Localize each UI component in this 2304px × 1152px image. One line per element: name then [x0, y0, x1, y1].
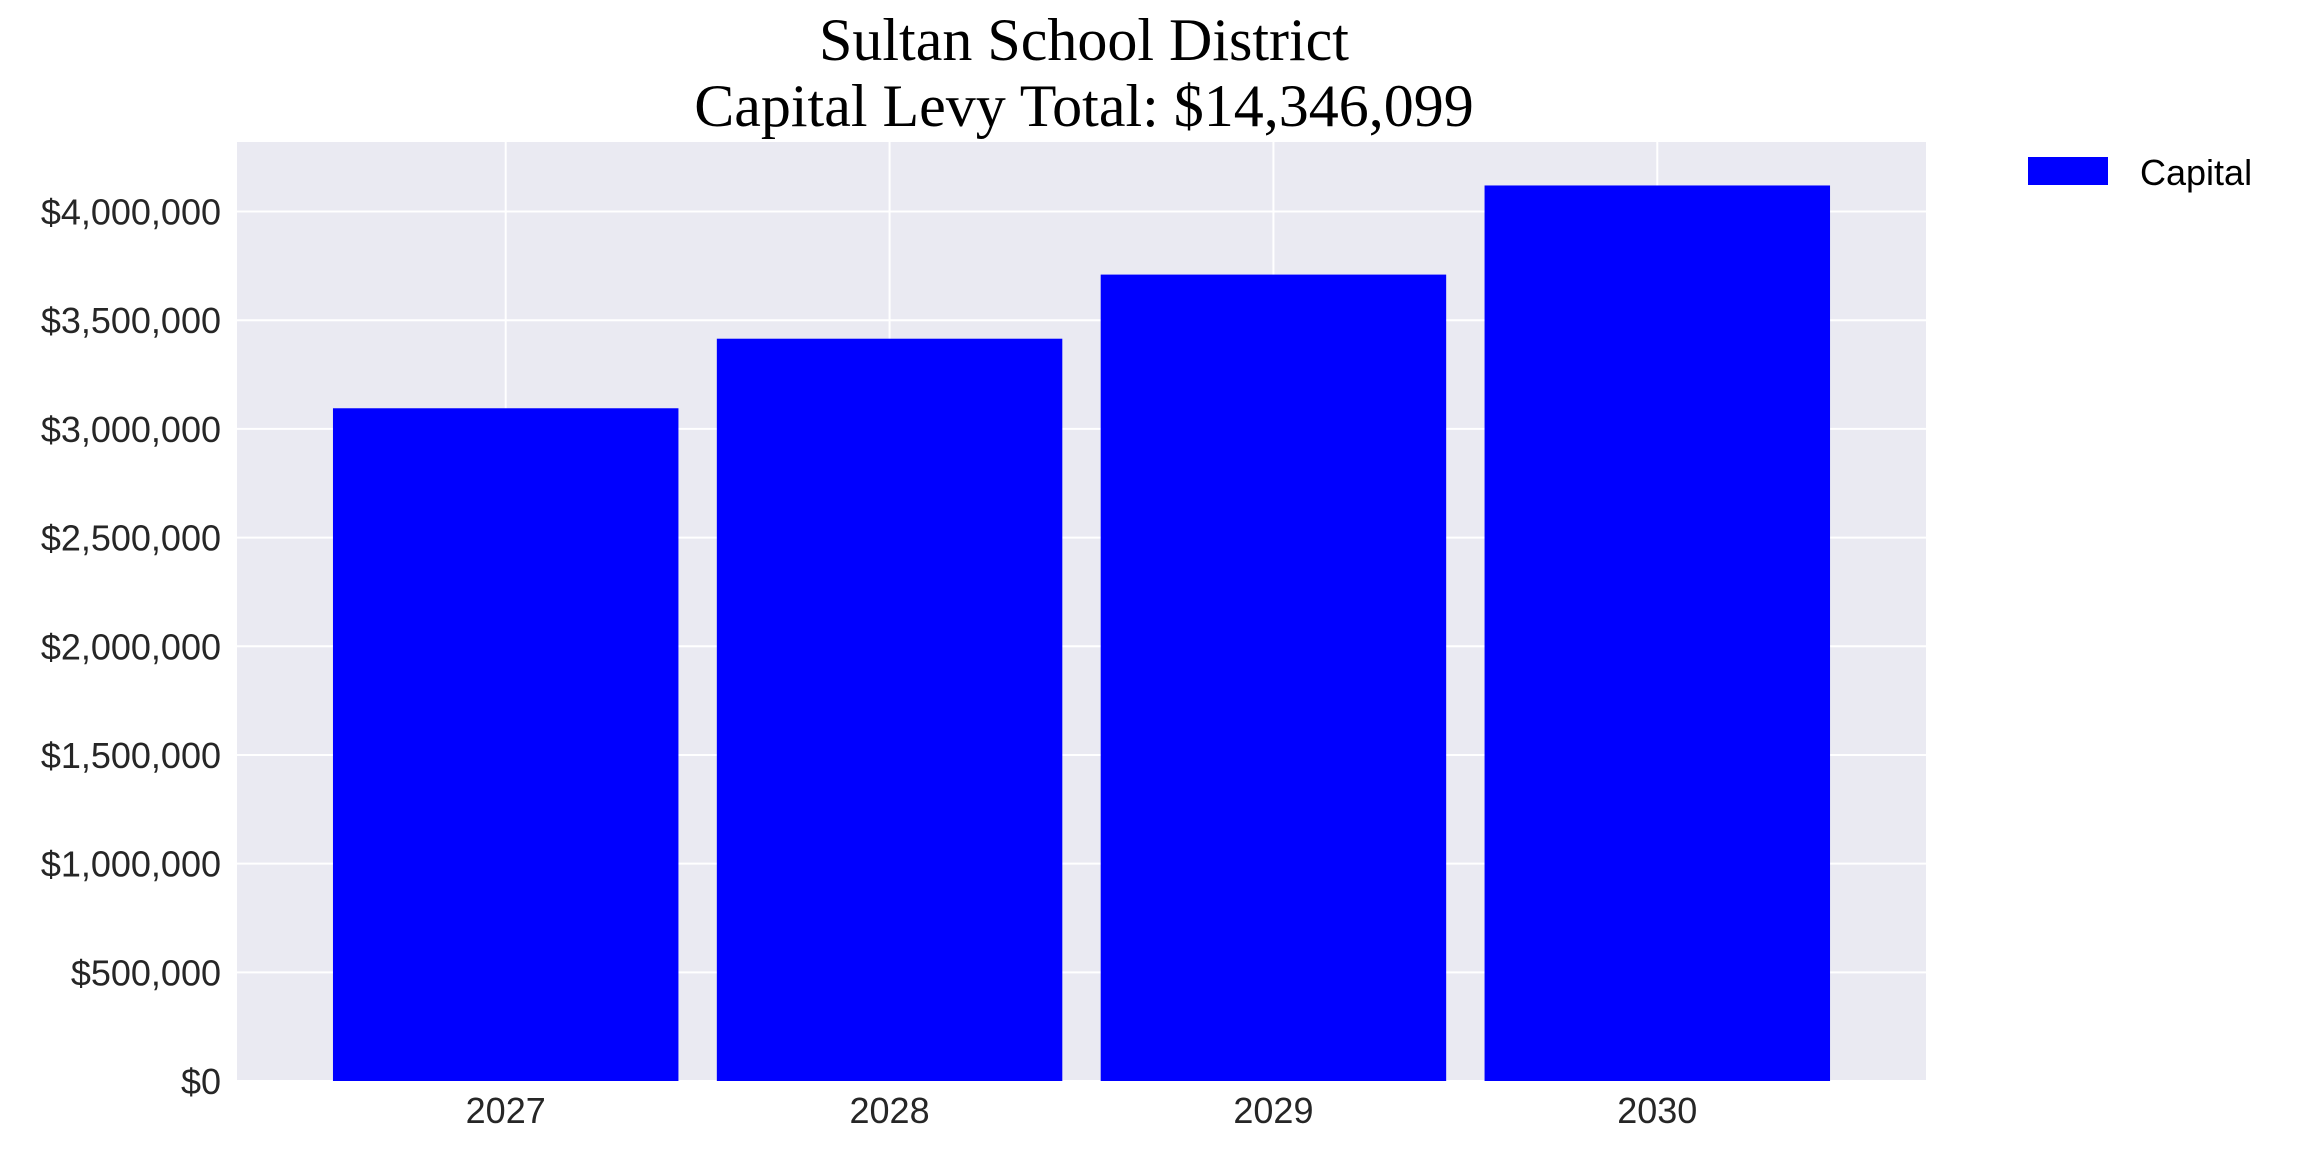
- bar-2029: [1100, 274, 1447, 1081]
- y-tick-label: $3,000,000: [41, 409, 221, 450]
- y-tick-label: $4,000,000: [41, 192, 221, 233]
- bar-2028: [716, 338, 1063, 1081]
- y-tick-label: $3,500,000: [41, 300, 221, 341]
- y-tick-label: $1,000,000: [41, 844, 221, 885]
- bar-2027: [332, 408, 679, 1082]
- y-tick-label: $1,500,000: [41, 735, 221, 776]
- chart-title: Sultan School District: [819, 7, 1349, 73]
- x-tick-label: 2030: [1617, 1090, 1697, 1131]
- y-tick-label: $2,500,000: [41, 518, 221, 559]
- legend-label-capital: Capital: [2140, 152, 2252, 193]
- bar-2030: [1484, 185, 1831, 1081]
- x-tick-label: 2027: [466, 1090, 546, 1131]
- legend-swatch-capital: [2028, 157, 2108, 185]
- chart-subtitle: Capital Levy Total: $14,346,099: [694, 73, 1474, 139]
- x-tick-label: 2029: [1233, 1090, 1313, 1131]
- x-tick-label: 2028: [850, 1090, 930, 1131]
- y-tick-label: $0: [181, 1061, 221, 1102]
- x-tick-labels: 2027 2028 2029 2030: [466, 1090, 1698, 1131]
- y-tick-label: $2,000,000: [41, 626, 221, 667]
- y-tick-label: $500,000: [71, 952, 221, 993]
- y-tick-labels: $0 $500,000 $1,000,000 $1,500,000 $2,000,000…: [41, 192, 221, 1102]
- legend: Capital: [2028, 152, 2252, 193]
- bars: [332, 185, 1831, 1082]
